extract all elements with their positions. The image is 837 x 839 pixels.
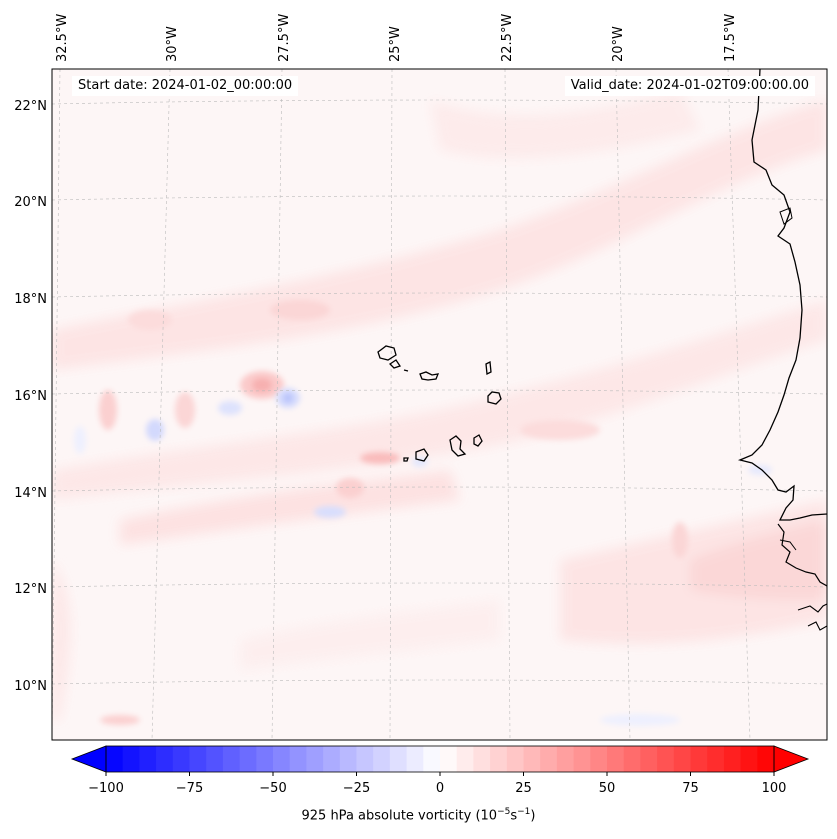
colorbar-label: 925 hPa absolute vorticity (10−5s−1) xyxy=(0,807,837,823)
colorbar-segment xyxy=(690,746,708,772)
colorbar-tick-label: −50 xyxy=(259,781,286,796)
lat-label: 18°N xyxy=(14,292,47,307)
colorbar-segment xyxy=(106,746,124,772)
colorbar-segment xyxy=(506,746,524,772)
colorbar-extend-max xyxy=(773,745,810,773)
lon-label: 30°W xyxy=(165,26,180,62)
colorbar-segment xyxy=(540,746,558,772)
colorbar-segment xyxy=(657,746,675,772)
colorbar-label-exp2: −1 xyxy=(517,807,531,817)
colorbar-segment xyxy=(389,746,408,772)
colorbar-segment xyxy=(323,746,341,772)
colorbar-segment xyxy=(306,746,324,772)
colorbar-segment xyxy=(239,746,257,772)
colorbar-tick-label: 75 xyxy=(682,781,699,796)
longitude-labels: 32.5°W 30°W 27.5°W 25°W 22.5°W 20°W 17.5… xyxy=(55,14,738,62)
colorbar-segment xyxy=(406,746,424,772)
latitude-labels: 22°N 20°N 18°N 16°N 14°N 12°N 10°N xyxy=(14,99,47,694)
colorbar-segment xyxy=(623,746,641,772)
colorbar-segment xyxy=(640,746,658,772)
cape-verde-islands xyxy=(377,345,502,462)
colorbar-segment xyxy=(139,746,157,772)
lon-label: 17.5°W xyxy=(723,14,738,62)
colorbar-segment xyxy=(556,746,575,772)
lon-label: 20°W xyxy=(611,26,626,62)
colorbar-label-end: ) xyxy=(530,808,536,824)
lon-label: 32.5°W xyxy=(55,14,70,62)
colorbar-segment xyxy=(757,746,775,772)
map-frame xyxy=(51,68,828,741)
colorbar-label-exp1: −5 xyxy=(497,807,511,817)
lon-label: 25°W xyxy=(388,26,403,62)
vorticity-field xyxy=(52,69,827,740)
colorbar-segment xyxy=(473,746,491,772)
start-date-label: Start date: 2024-01-02_00:00:00 xyxy=(72,76,299,96)
africa-coastline xyxy=(737,69,827,521)
colorbar-segment xyxy=(122,746,140,772)
colorbar-segment xyxy=(673,746,691,772)
lat-label: 20°N xyxy=(14,195,47,210)
colorbar-segment xyxy=(440,746,458,772)
colorbar-segment xyxy=(590,746,608,772)
colorbar-segment xyxy=(273,746,291,772)
colorbar-tick-label: −25 xyxy=(343,781,370,796)
colorbar-label-main: 925 hPa absolute vorticity (10 xyxy=(301,808,498,824)
lat-label: 22°N xyxy=(14,99,47,114)
colorbar-tick-label: 50 xyxy=(599,781,616,796)
lon-label: 22.5°W xyxy=(500,14,515,62)
colorbar-segment xyxy=(740,746,758,772)
colorbar-segment xyxy=(289,746,307,772)
colorbar-segment xyxy=(423,746,441,772)
colorbar-segment xyxy=(373,746,391,772)
colorbar-tick-label: 0 xyxy=(436,781,444,796)
colorbar-tick-label: −100 xyxy=(88,781,124,796)
colorbar-tick-label: 100 xyxy=(762,781,787,796)
colorbar-ticks: −100 −75 −50 −25 0 25 50 75 100 xyxy=(88,772,786,796)
lat-label: 10°N xyxy=(14,679,47,694)
colorbar xyxy=(70,745,810,773)
colorbar-extend-min xyxy=(70,745,107,773)
lat-label: 16°N xyxy=(14,389,47,404)
colorbar-segment xyxy=(723,746,742,772)
colorbar-segment xyxy=(222,746,241,772)
lat-label: 12°N xyxy=(14,582,47,597)
colorbar-segment xyxy=(490,746,508,772)
colorbar-segment xyxy=(707,746,725,772)
colorbar-tick-label: 25 xyxy=(515,781,532,796)
colorbar-segment xyxy=(172,746,190,772)
colorbar-segment xyxy=(189,746,207,772)
colorbar-segment xyxy=(206,746,224,772)
colorbar-segment xyxy=(573,746,591,772)
lon-label: 27.5°W xyxy=(277,14,292,62)
colorbar-segment xyxy=(339,746,357,772)
colorbar-label-mid: s xyxy=(510,808,518,824)
colorbar-segment xyxy=(256,746,274,772)
valid-date-label: Valid_date: 2024-01-02T09:00:00.00 xyxy=(564,76,815,96)
graticule xyxy=(52,69,827,740)
colorbar-segment xyxy=(456,746,474,772)
colorbar-tick-label: −75 xyxy=(176,781,203,796)
colorbar-segment xyxy=(607,746,625,772)
lat-label: 14°N xyxy=(14,486,47,501)
colorbar-segment xyxy=(356,746,374,772)
colorbar-segment xyxy=(156,746,174,772)
colorbar-segment xyxy=(523,746,541,772)
